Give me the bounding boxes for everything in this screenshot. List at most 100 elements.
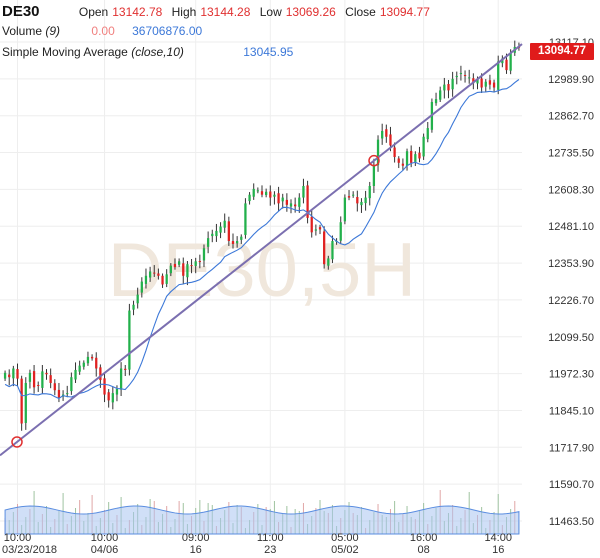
candle-body — [393, 147, 396, 158]
candle-body — [318, 227, 322, 230]
candle-body — [468, 77, 471, 79]
open-label: Open — [78, 5, 109, 19]
candle-body — [265, 191, 268, 195]
candle-body — [347, 196, 351, 198]
candle-body — [99, 367, 102, 381]
candle-body — [451, 78, 454, 90]
candle-body — [434, 99, 438, 104]
x-tick-date: 08 — [417, 544, 429, 556]
x-tick-date: 23 — [264, 544, 276, 556]
low-value: 13069.26 — [285, 5, 336, 19]
x-tick-time: 10:00 — [91, 532, 119, 544]
candle-body — [86, 356, 90, 364]
x-tick-date: 03/23/2018 — [2, 544, 57, 556]
candle-body — [488, 80, 492, 85]
candle-body — [115, 388, 119, 395]
candle-body — [339, 222, 342, 241]
volume-value-1: 0.00 — [91, 24, 115, 38]
candle-body — [447, 84, 450, 91]
candle-body — [107, 392, 110, 401]
candle-body — [16, 369, 19, 379]
sma-line — [4, 79, 520, 400]
candle-body — [294, 204, 297, 207]
symbol-title: DE30 — [2, 3, 40, 20]
x-tick-time: 10:00 — [4, 532, 32, 544]
candle-body — [82, 362, 85, 367]
candle-body — [443, 84, 446, 91]
candle-body — [12, 368, 15, 379]
y-tick-label: 12608.30 — [548, 184, 594, 196]
candle-body — [148, 271, 152, 278]
candle-body — [472, 78, 475, 84]
candle-body — [368, 185, 371, 199]
candle-body — [57, 389, 61, 398]
candle-body — [463, 75, 467, 77]
volume-param: (9) — [45, 24, 61, 38]
trendline-line — [0, 43, 523, 457]
candle-body — [364, 197, 367, 204]
candle-body — [360, 201, 363, 206]
x-tick-date: 16 — [492, 544, 504, 556]
candle-body — [418, 152, 421, 159]
candle-body — [410, 150, 413, 163]
sma-param: (close,10) — [131, 45, 184, 59]
candle-body — [231, 241, 235, 244]
candle-body — [24, 382, 27, 423]
y-axis: 13117.1012989.9012862.7012735.5012608.30… — [548, 37, 594, 528]
candle-body — [401, 163, 405, 166]
candle-body — [476, 78, 479, 84]
candle-body — [136, 294, 139, 304]
candle-body — [119, 368, 123, 390]
candle-body — [327, 258, 330, 266]
candle-body — [157, 273, 160, 276]
candle-body — [182, 263, 185, 276]
candle-body — [3, 372, 7, 379]
candle-body — [32, 371, 36, 388]
candle-body — [306, 185, 309, 218]
trendline-anchor-point — [11, 436, 23, 448]
legend: DE30 Open 13142.78 High 13144.28 Low 13069.… — [0, 0, 600, 64]
candle-body — [389, 134, 392, 146]
candle-body — [376, 139, 380, 166]
y-tick-label: 12481.10 — [548, 221, 594, 233]
candle-body — [414, 154, 417, 162]
x-tick-date: 04/06 — [91, 544, 119, 556]
trendline[interactable] — [0, 43, 523, 457]
x-tick-time: 11:00 — [257, 532, 284, 544]
volume-area — [4, 490, 520, 535]
candle-body — [302, 185, 305, 198]
candle-body — [70, 377, 73, 392]
y-tick-label: 12862.70 — [548, 111, 594, 123]
volume-row: Volume (9) 0.00 36706876.00 — [2, 24, 202, 38]
candle-body — [252, 188, 255, 197]
candle-body — [206, 238, 210, 247]
candle-body — [385, 129, 388, 137]
candle-body — [144, 275, 148, 284]
candle-body — [190, 265, 193, 267]
candle-body — [343, 197, 347, 222]
candle-body — [310, 216, 313, 233]
candle-body — [37, 384, 40, 386]
sma-value: 13045.95 — [243, 45, 294, 59]
x-tick-date: 16 — [190, 544, 202, 556]
candle-body — [505, 59, 508, 71]
y-tick-label: 12989.90 — [548, 74, 594, 86]
y-tick-label: 11972.30 — [549, 369, 594, 381]
candle-body — [356, 197, 359, 204]
candle-body — [215, 230, 218, 237]
candle-body — [289, 203, 293, 207]
candle-body — [128, 310, 131, 370]
candle-body — [484, 81, 487, 87]
candle-body — [165, 274, 168, 284]
candle-body — [45, 372, 48, 375]
y-tick-label: 11463.50 — [549, 516, 594, 528]
x-tick-time: 16:00 — [410, 532, 438, 544]
candle-body — [497, 61, 500, 90]
candle-body — [314, 229, 318, 231]
candle-body — [352, 194, 355, 196]
candle-body — [132, 304, 135, 310]
candle-body — [8, 374, 11, 378]
candle-body — [298, 197, 301, 207]
candle-body — [227, 221, 230, 242]
